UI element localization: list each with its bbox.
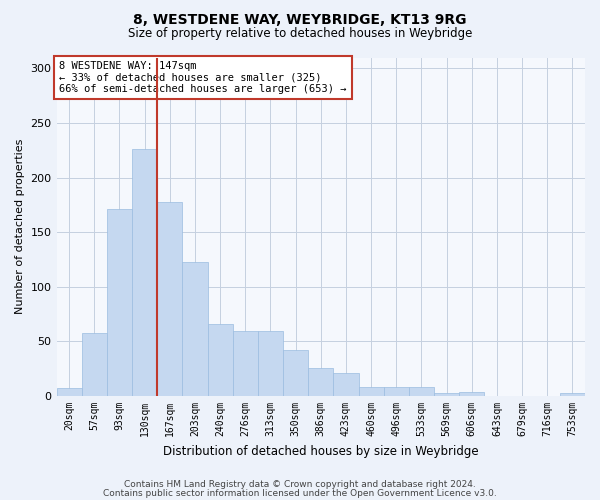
Text: Contains public sector information licensed under the Open Government Licence v3: Contains public sector information licen… xyxy=(103,488,497,498)
Bar xyxy=(157,202,182,396)
Y-axis label: Number of detached properties: Number of detached properties xyxy=(15,139,25,314)
Bar xyxy=(434,393,459,396)
Text: Contains HM Land Registry data © Crown copyright and database right 2024.: Contains HM Land Registry data © Crown c… xyxy=(124,480,476,489)
Bar xyxy=(107,210,132,396)
Bar xyxy=(258,330,283,396)
Bar xyxy=(56,388,82,396)
Bar xyxy=(409,388,434,396)
Bar xyxy=(283,350,308,396)
Text: 8 WESTDENE WAY: 147sqm
← 33% of detached houses are smaller (325)
66% of semi-de: 8 WESTDENE WAY: 147sqm ← 33% of detached… xyxy=(59,61,347,94)
Text: 8, WESTDENE WAY, WEYBRIDGE, KT13 9RG: 8, WESTDENE WAY, WEYBRIDGE, KT13 9RG xyxy=(133,12,467,26)
Text: Size of property relative to detached houses in Weybridge: Size of property relative to detached ho… xyxy=(128,28,472,40)
X-axis label: Distribution of detached houses by size in Weybridge: Distribution of detached houses by size … xyxy=(163,444,479,458)
Bar xyxy=(132,149,157,396)
Bar xyxy=(459,392,484,396)
Bar xyxy=(334,373,359,396)
Bar xyxy=(182,262,208,396)
Bar xyxy=(308,368,334,396)
Bar xyxy=(233,330,258,396)
Bar xyxy=(359,388,383,396)
Bar xyxy=(560,393,585,396)
Bar xyxy=(383,388,409,396)
Bar xyxy=(208,324,233,396)
Bar xyxy=(82,332,107,396)
